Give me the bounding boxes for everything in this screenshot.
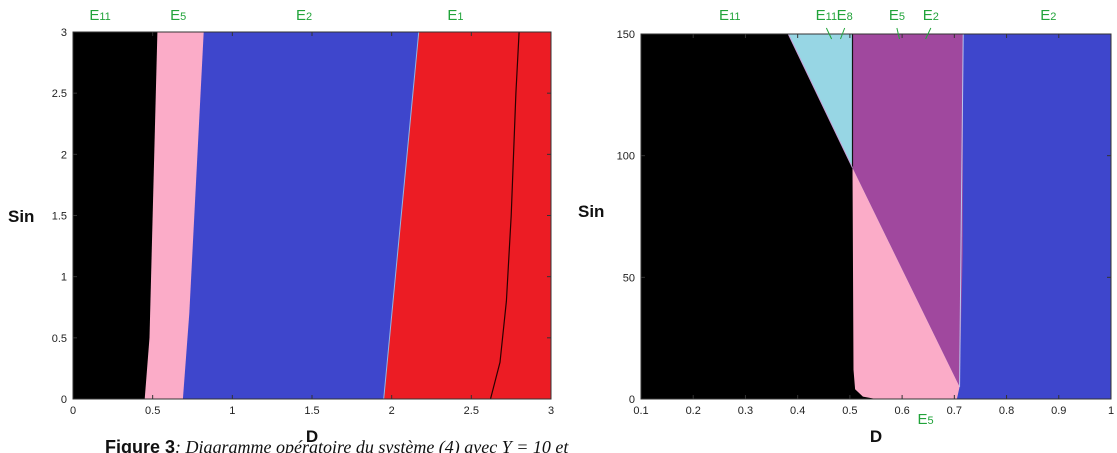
chart1-ytick-label: 1.5 — [52, 211, 67, 223]
chart1-curve — [489, 31, 520, 400]
chart1-ytick-label: 2.5 — [52, 88, 67, 100]
chart2-ytick-label: 150 — [617, 29, 635, 41]
chart2-xtick-label: 0.1 — [633, 405, 648, 417]
chart2-xtick-label: 0.4 — [790, 405, 805, 417]
chart1-region-label: E2 — [296, 7, 312, 24]
chart2-plot — [641, 33, 1111, 399]
chart1-ytick-label: 0 — [61, 394, 67, 406]
chart2-bottom-region-label: E5 — [918, 411, 934, 428]
chart1-xtick-label: 2.5 — [464, 405, 479, 417]
chart1-ytick-label: 0.5 — [52, 333, 67, 345]
chart1-boundary-e2-e1 — [383, 31, 420, 400]
chart2-xtick-label: 1 — [1108, 405, 1114, 417]
chart1-xtick-label: 2 — [389, 405, 395, 417]
chart1-region-label: E1 — [447, 7, 463, 24]
chart2-region-label: E2 — [923, 7, 939, 24]
chart2-ytick-label: 0 — [629, 394, 635, 406]
chart2-xtick-label: 0.6 — [894, 405, 909, 417]
chart2-boundary-black-cyan — [787, 33, 853, 169]
chart2-region-label: E11 — [816, 7, 837, 24]
chart2-region-label: E5 — [889, 7, 905, 24]
chart1-xtick-label: 3 — [548, 405, 554, 417]
chart2-xtick-label: 0.8 — [999, 405, 1014, 417]
chart1-xtick-label: 1.5 — [304, 405, 319, 417]
chart2-label-leader — [925, 27, 932, 40]
chart2-xtick-label: 0.3 — [738, 405, 753, 417]
chart1-ytick-label: 2 — [61, 149, 67, 161]
chart1-region-label: E5 — [170, 7, 186, 24]
chart1-xlabel: D — [306, 427, 318, 446]
chart2-xtick-label: 0.5 — [842, 405, 857, 417]
chart2-region-label: E8 — [837, 7, 853, 24]
figure-caption: Figure 3: Diagramme opératoire du systèm… — [105, 437, 1105, 453]
chart2-ytick-label: 100 — [617, 151, 635, 163]
chart2-boundary-purple-blue — [959, 33, 964, 387]
chart1-xtick-label: 1 — [229, 405, 235, 417]
chart2-ytick-label: 50 — [623, 272, 635, 284]
chart2-xtick-label: 0.2 — [686, 405, 701, 417]
caption-text: : Diagramme opératoire du système (4) av… — [175, 437, 569, 453]
chart1-ytick-label: 1 — [61, 272, 67, 284]
chart2-label-leader — [840, 27, 846, 40]
chart2-region-e5 — [852, 167, 960, 399]
chart2-xlabel: D — [870, 427, 882, 446]
chart2-label-leader — [896, 27, 900, 40]
chart2-region-e5-e2 — [852, 34, 964, 387]
chart2-region-e11 — [641, 34, 876, 399]
chart1-ylabel: Sin — [8, 207, 34, 226]
chart1-region-e11 — [73, 32, 158, 399]
chart2-xtick-label: 0.7 — [947, 405, 962, 417]
caption-figure-number: Figure 3 — [105, 437, 176, 453]
chart1-xtick-label: 0.5 — [145, 405, 160, 417]
chart1-ytick-label: 3 — [61, 27, 67, 39]
chart2-label-leader — [825, 27, 833, 40]
chart1-xtick-label: 0 — [70, 405, 76, 417]
chart1-region-label: E11 — [89, 7, 110, 24]
chart2-region-label: E11 — [719, 7, 740, 24]
chart2-frame — [640, 33, 1112, 400]
chart2-xtick-label: 0.9 — [1051, 405, 1066, 417]
chart1-plot — [73, 31, 551, 400]
chart2-region-label: E2 — [1040, 7, 1056, 24]
chart2-ylabel: Sin — [578, 202, 604, 221]
